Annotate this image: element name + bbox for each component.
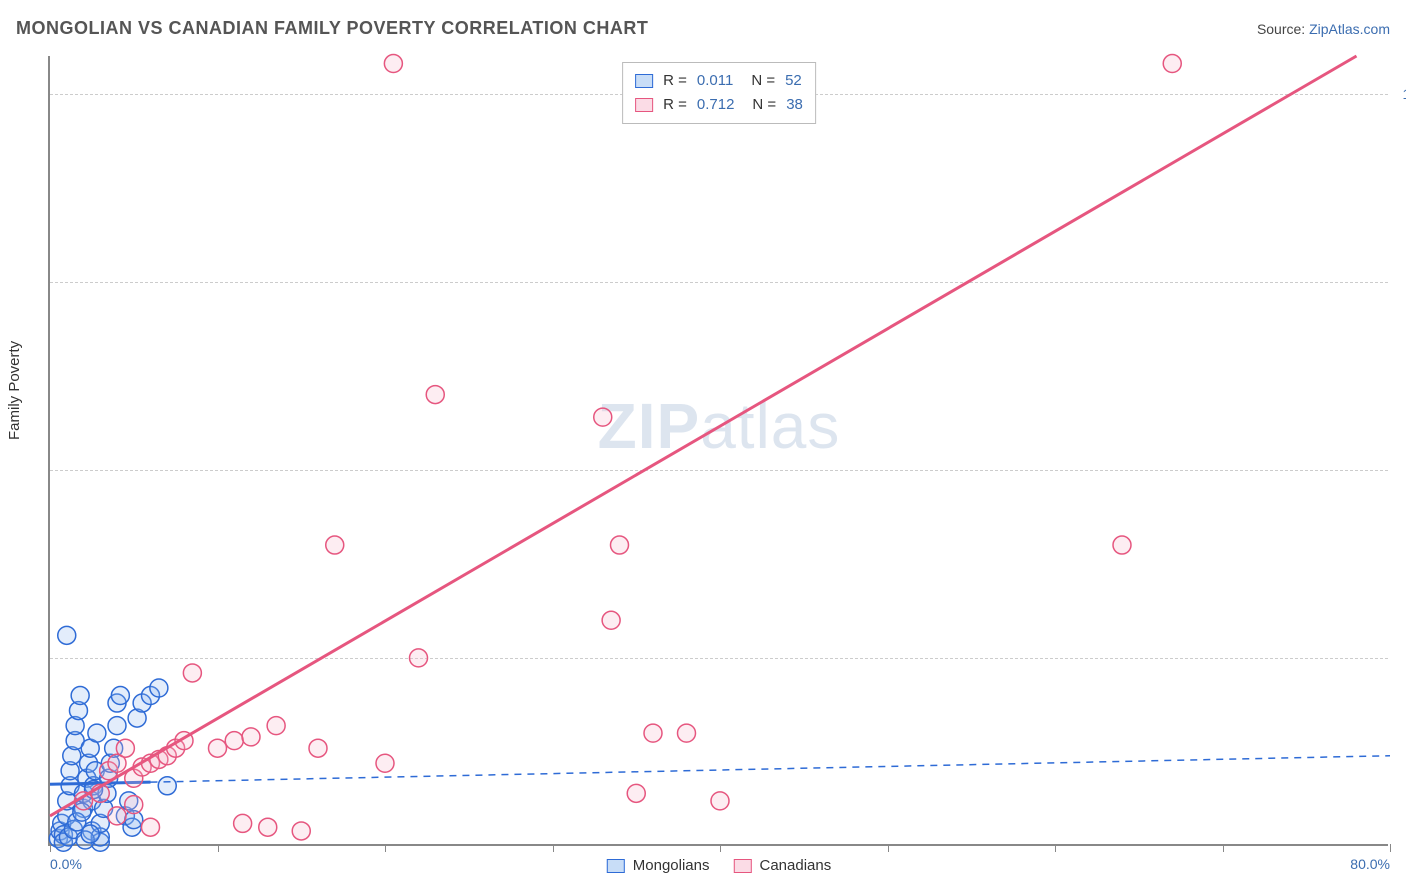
data-point (326, 536, 344, 554)
data-point (116, 739, 134, 757)
x-tick (1390, 844, 1391, 852)
data-point (242, 728, 260, 746)
x-tick (218, 844, 219, 852)
data-point (108, 717, 126, 735)
data-point (1163, 55, 1181, 73)
bottom-legend: Mongolians Canadians (607, 857, 831, 874)
plot-area: ZIPatlas 25.0%50.0%75.0%100.0% 0.0%80.0%… (48, 56, 1388, 846)
x-tick (553, 844, 554, 852)
data-point (158, 777, 176, 795)
data-point (384, 55, 402, 73)
y-tick-label: 50.0% (1394, 462, 1406, 478)
data-point (183, 664, 201, 682)
data-point (259, 818, 277, 836)
x-tick-label: 80.0% (1350, 856, 1390, 872)
data-point (225, 732, 243, 750)
data-point (111, 687, 129, 705)
x-tick-label: 0.0% (50, 856, 82, 872)
data-point (88, 724, 106, 742)
regression-line (50, 56, 1357, 816)
data-point (410, 649, 428, 667)
data-point (150, 679, 168, 697)
x-tick (720, 844, 721, 852)
chart-title: MONGOLIAN VS CANADIAN FAMILY POVERTY COR… (16, 18, 648, 39)
data-point (711, 792, 729, 810)
data-point (125, 796, 143, 814)
y-tick-label: 75.0% (1394, 274, 1406, 290)
source-prefix: Source: (1257, 21, 1309, 37)
data-point (209, 739, 227, 757)
data-point (309, 739, 327, 757)
data-point (81, 825, 99, 843)
data-point (71, 687, 89, 705)
data-point (627, 784, 645, 802)
legend-item: Canadians (734, 857, 832, 874)
scatter-plot-svg (50, 56, 1388, 844)
regression-line-dashed (151, 756, 1391, 782)
legend-label: Canadians (760, 857, 832, 874)
data-point (426, 386, 444, 404)
data-point (58, 626, 76, 644)
y-tick-label: 100.0% (1394, 86, 1406, 102)
legend-swatch (734, 859, 752, 873)
data-point (611, 536, 629, 554)
data-point (602, 611, 620, 629)
chart-container: MONGOLIAN VS CANADIAN FAMILY POVERTY COR… (0, 0, 1406, 892)
title-row: MONGOLIAN VS CANADIAN FAMILY POVERTY COR… (16, 18, 1390, 39)
data-point (644, 724, 662, 742)
x-tick (50, 844, 51, 852)
data-point (678, 724, 696, 742)
source-link[interactable]: ZipAtlas.com (1309, 21, 1390, 37)
data-point (142, 818, 160, 836)
data-point (376, 754, 394, 772)
data-point (292, 822, 310, 840)
x-tick (888, 844, 889, 852)
legend-label: Mongolians (633, 857, 710, 874)
source-attribution: Source: ZipAtlas.com (1257, 21, 1390, 37)
data-point (1113, 536, 1131, 554)
x-tick (385, 844, 386, 852)
data-point (594, 408, 612, 426)
legend-swatch (607, 859, 625, 873)
data-point (234, 814, 252, 832)
x-tick (1055, 844, 1056, 852)
legend-item: Mongolians (607, 857, 710, 874)
y-tick-label: 25.0% (1394, 650, 1406, 666)
x-tick (1223, 844, 1224, 852)
y-axis-label: Family Poverty (6, 341, 23, 440)
data-point (108, 807, 126, 825)
data-point (267, 717, 285, 735)
